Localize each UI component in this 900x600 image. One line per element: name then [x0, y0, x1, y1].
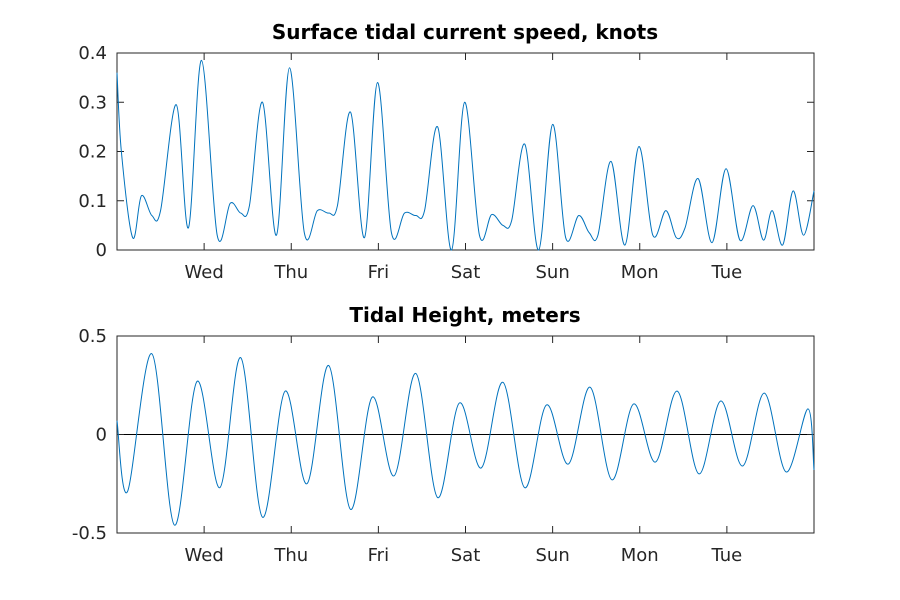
series-line: [116, 59, 815, 251]
x-tick-label: Thu: [273, 545, 308, 566]
y-tick-label: 0: [96, 240, 107, 261]
y-tick-label: 0.1: [78, 191, 107, 212]
chart-title: Tidal Height, meters: [349, 303, 580, 327]
y-tick-label: 0: [96, 425, 107, 446]
y-tick-label: 0.2: [78, 142, 107, 163]
series-line: [116, 353, 815, 526]
x-tick-label: Tue: [711, 545, 743, 566]
x-tick-label: Fri: [368, 262, 389, 283]
current-speed-chart: Surface tidal current speed, knots Wed Th…: [78, 20, 815, 283]
y-tick-label: -0.5: [72, 523, 107, 544]
x-tick-label: Sat: [451, 262, 481, 283]
x-tick-label: Thu: [273, 262, 308, 283]
x-tick-label: Sun: [536, 262, 570, 283]
chart-title: Surface tidal current speed, knots: [272, 20, 658, 44]
x-tick-label: Fri: [368, 545, 389, 566]
y-tick-label: 0.5: [78, 326, 107, 347]
x-tick-label: Wed: [185, 262, 224, 283]
x-tick-label: Mon: [621, 545, 659, 566]
x-tick-label: Sat: [451, 545, 481, 566]
x-tick-label: Wed: [185, 545, 224, 566]
ticks: [117, 52, 814, 251]
x-tick-label: Sun: [536, 545, 570, 566]
tick-labels: Wed Thu Fri Sat Sun Mon Tue -0.5 0 0.5: [72, 326, 742, 566]
tidal-height-chart: Tidal Height, meters Wed Thu Fri Sat Sun Mon T…: [72, 303, 815, 566]
ticks: [117, 335, 814, 534]
plot-area: [116, 52, 815, 251]
x-tick-label: Tue: [711, 262, 743, 283]
tick-labels: Wed Thu Fri Sat Sun Mon Tue 0 0.1 0.2 0.3 0.4: [78, 43, 742, 283]
y-tick-label: 0.3: [78, 92, 107, 113]
x-tick-label: Mon: [621, 262, 659, 283]
y-tick-label: 0.4: [78, 43, 107, 64]
